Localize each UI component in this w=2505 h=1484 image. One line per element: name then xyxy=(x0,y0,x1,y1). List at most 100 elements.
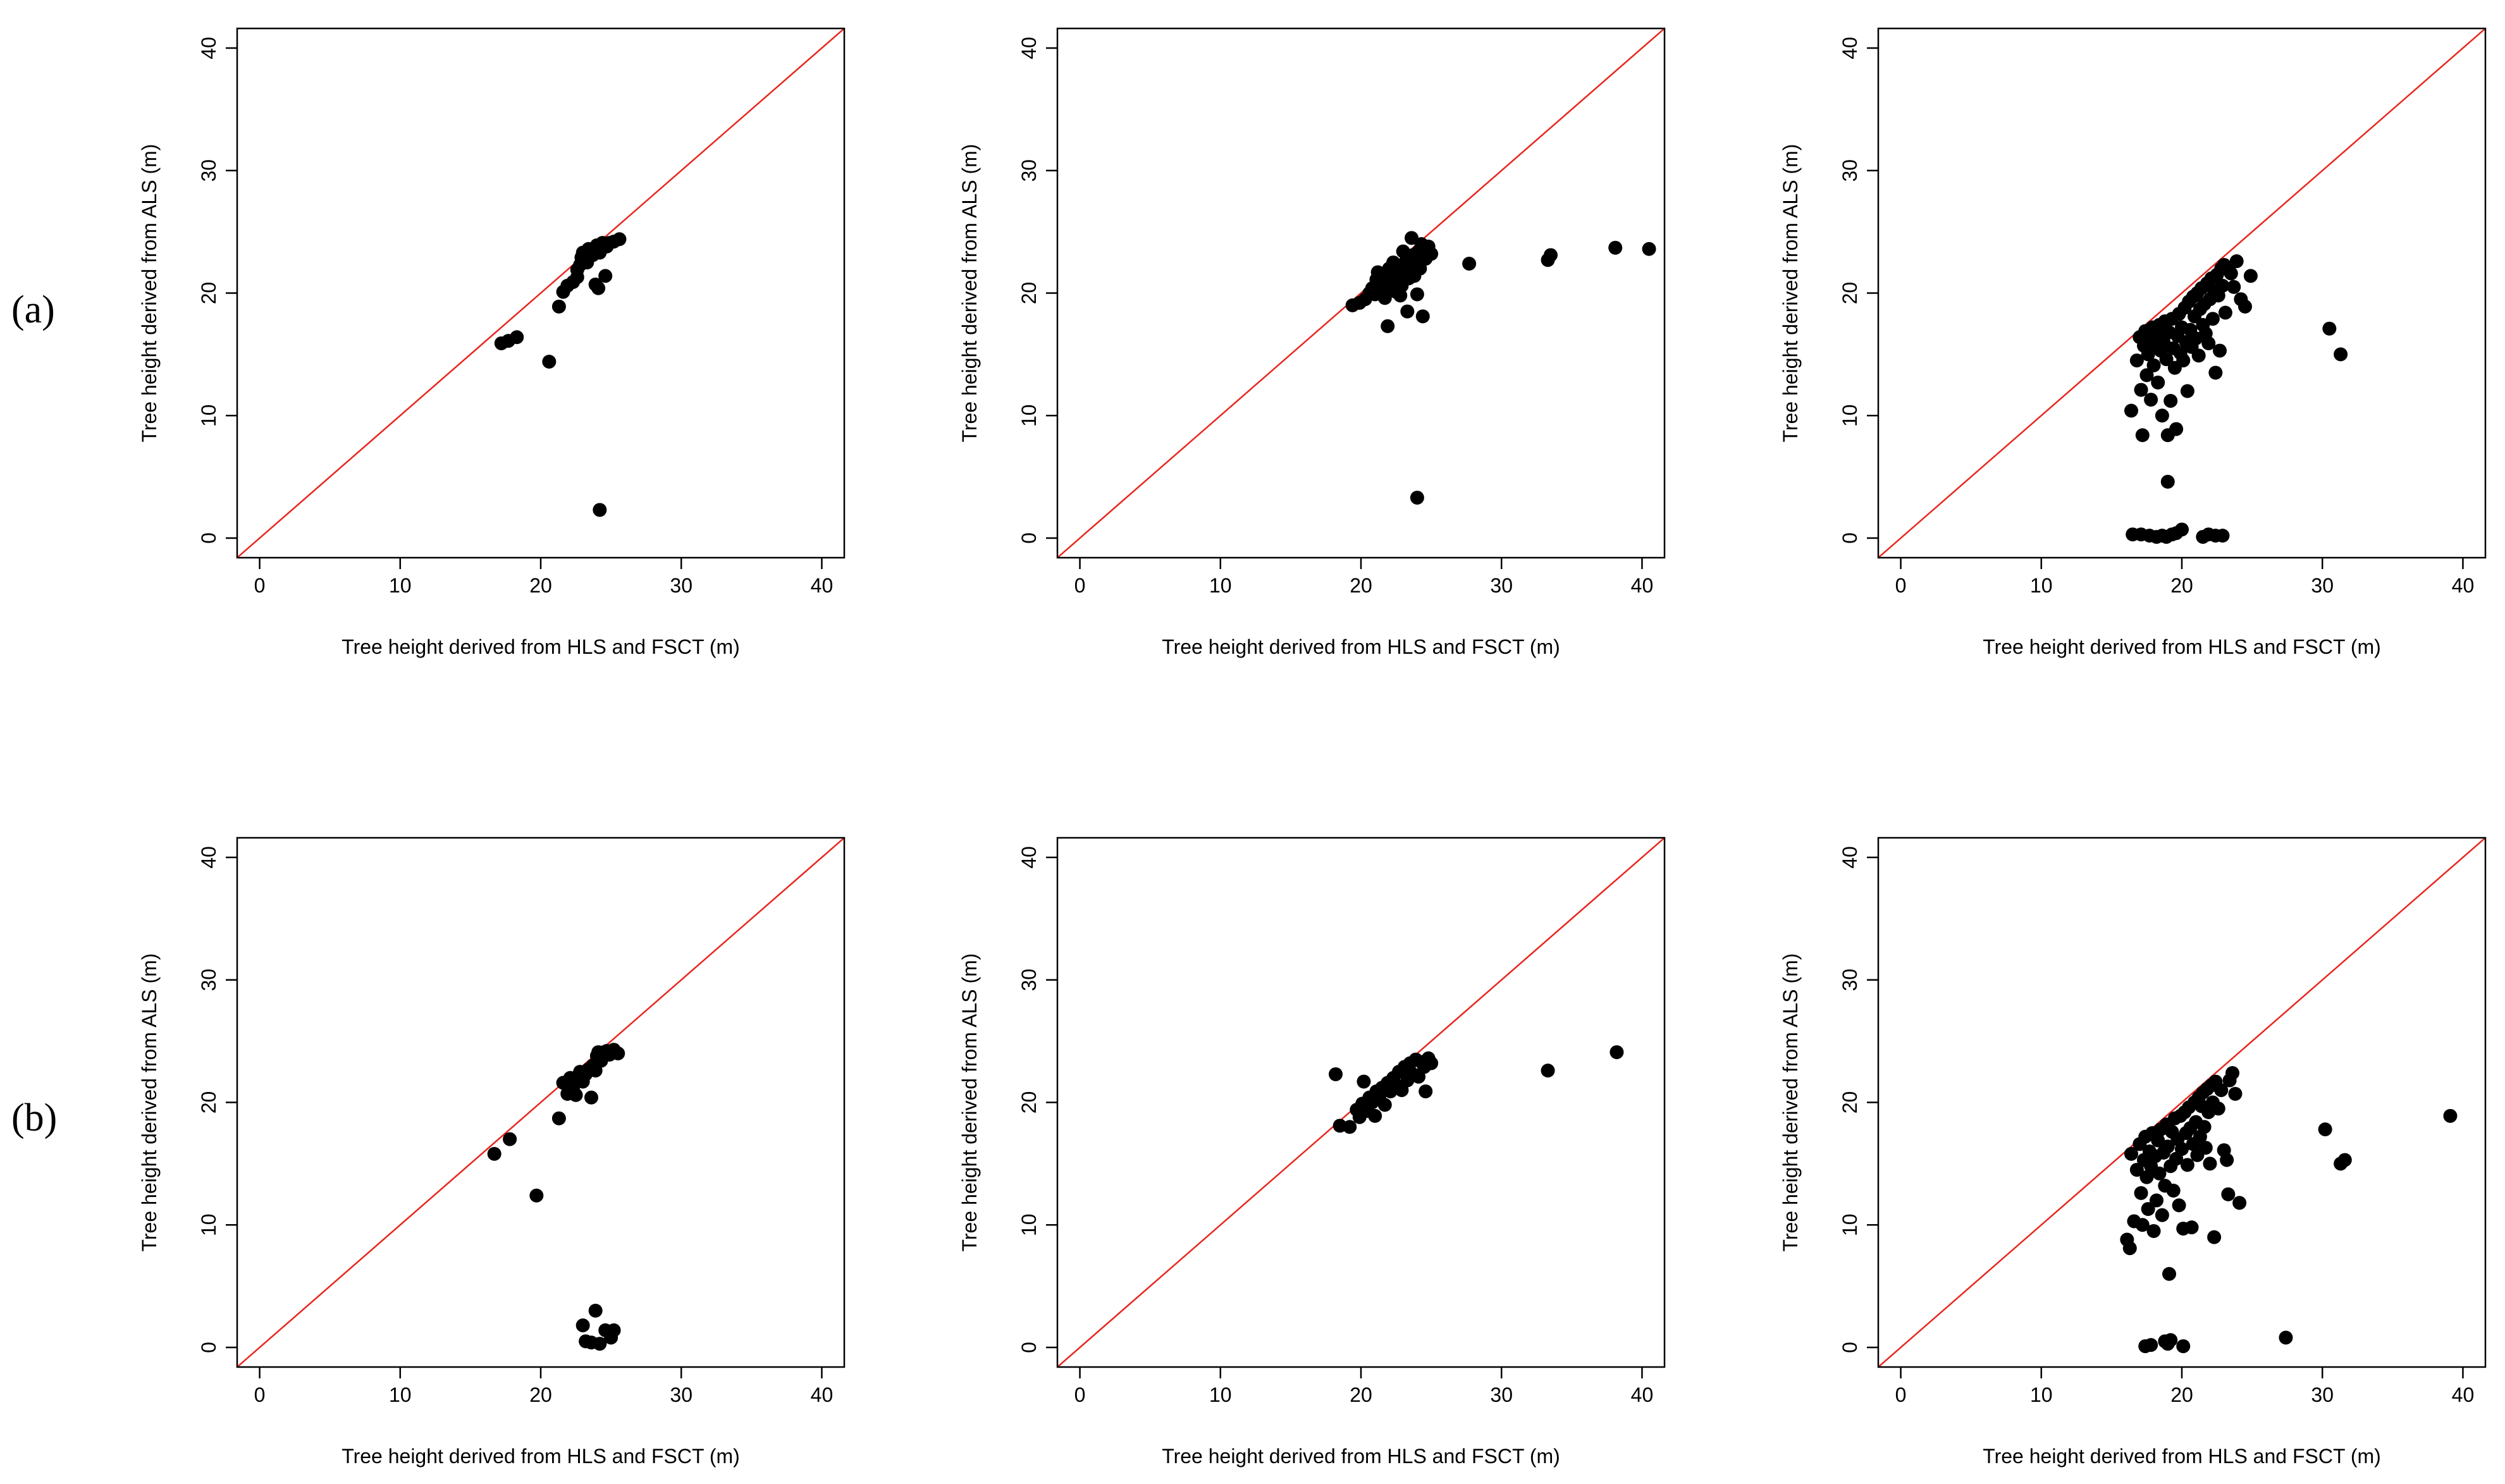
data-point xyxy=(2443,1108,2458,1123)
data-point xyxy=(2152,1166,2167,1180)
scatter-panel-3: 0 10 20 30 40 0 10 20 30 40 Tree height derived fr… xyxy=(1779,27,2487,658)
data-point xyxy=(2215,278,2230,293)
data-point xyxy=(2175,1142,2189,1156)
data-point xyxy=(2225,1066,2239,1080)
data-point xyxy=(569,1088,583,1102)
x-tick-label: 30 xyxy=(2311,574,2334,597)
data-point xyxy=(1368,1108,1382,1123)
data-point xyxy=(2135,428,2150,443)
data-point xyxy=(1424,1056,1439,1070)
y-tick-label: 40 xyxy=(1018,846,1040,869)
data-point xyxy=(2279,1330,2293,1345)
y-tick-label: 40 xyxy=(1838,37,1861,59)
data-point xyxy=(2337,1153,2352,1167)
data-point xyxy=(2124,403,2138,418)
data-point xyxy=(1410,287,1424,302)
data-point xyxy=(1400,304,1415,319)
scatter-panels: 0 10 20 30 40 0 10 20 30 40 Tree height derived fr… xyxy=(138,27,2487,1468)
data-point xyxy=(2175,522,2189,537)
x-tick-label: 20 xyxy=(1350,1383,1372,1406)
data-point xyxy=(2122,1241,2137,1256)
y-tick-label: 20 xyxy=(197,282,220,305)
data-point xyxy=(2238,299,2252,314)
data-point xyxy=(2141,347,2155,362)
data-point xyxy=(1544,248,1558,262)
data-point xyxy=(1541,1064,1555,1078)
y-tick-label: 10 xyxy=(197,1213,220,1236)
x-tick-label: 30 xyxy=(1490,574,1513,597)
x-tick-label: 0 xyxy=(254,574,266,597)
scatter-panel-1: 0 10 20 30 40 0 10 20 30 40 Tree height derived fr… xyxy=(138,27,846,658)
data-point xyxy=(551,1111,566,1125)
x-axis-label: Tree height derived from HLS and FSCT (m… xyxy=(1983,635,2381,658)
x-tick-label: 0 xyxy=(1074,574,1086,597)
data-point xyxy=(2214,1083,2229,1098)
data-point xyxy=(2203,1156,2217,1171)
data-point xyxy=(2228,1086,2243,1101)
data-point xyxy=(2124,1146,2138,1161)
data-point xyxy=(2197,1120,2212,1134)
data-point xyxy=(575,1318,590,1333)
x-tick-label: 0 xyxy=(1074,1383,1086,1406)
x-tick-label: 30 xyxy=(2311,1383,2334,1406)
data-point xyxy=(2146,1223,2161,1238)
data-point xyxy=(2221,1187,2236,1201)
data-point xyxy=(2172,1198,2186,1213)
y-tick-label: 10 xyxy=(1018,404,1040,427)
data-point xyxy=(2163,1333,2178,1347)
x-tick-label: 20 xyxy=(2170,574,2193,597)
x-tick-label: 20 xyxy=(1350,574,1372,597)
data-point xyxy=(1642,242,1656,256)
data-point xyxy=(612,232,627,247)
x-axis-label: Tree height derived from HLS and FSCT (m… xyxy=(1983,1445,2381,1468)
y-tick-label: 20 xyxy=(1018,282,1040,305)
y-tick-label: 20 xyxy=(1838,1091,1861,1114)
x-tick-label: 40 xyxy=(811,1383,834,1406)
y-tick-label: 40 xyxy=(197,37,220,59)
data-point xyxy=(551,299,566,314)
x-tick-label: 10 xyxy=(2030,1383,2053,1406)
y-tick-label: 30 xyxy=(1838,159,1861,182)
data-point xyxy=(2198,1141,2213,1155)
x-tick-label: 10 xyxy=(1209,574,1232,597)
data-point xyxy=(1329,1067,1343,1081)
y-tick-label: 30 xyxy=(197,159,220,182)
y-axis-label: Tree height derived from ALS (m) xyxy=(138,954,161,1252)
y-tick-label: 40 xyxy=(1018,37,1040,59)
x-tick-label: 20 xyxy=(529,574,552,597)
data-point xyxy=(2155,1208,2169,1222)
y-tick-label: 30 xyxy=(1018,969,1040,991)
data-point xyxy=(1608,240,1623,255)
data-point xyxy=(2141,1202,2155,1217)
data-point xyxy=(1424,247,1439,261)
row-label-a: (a) xyxy=(11,288,55,331)
data-point xyxy=(2243,269,2258,283)
data-point xyxy=(1410,491,1424,505)
data-point xyxy=(2191,348,2206,363)
data-point xyxy=(2176,1339,2191,1354)
row-label-b: (b) xyxy=(11,1096,57,1139)
x-tick-label: 10 xyxy=(389,1383,412,1406)
reference-line xyxy=(1878,28,2485,558)
data-point xyxy=(542,355,557,369)
y-axis-label: Tree height derived from ALS (m) xyxy=(958,954,981,1252)
y-tick-label: 30 xyxy=(1018,159,1040,182)
data-point xyxy=(1609,1045,1624,1060)
x-tick-label: 0 xyxy=(254,1383,266,1406)
data-point xyxy=(2134,383,2148,397)
data-point xyxy=(2211,1101,2225,1116)
data-point xyxy=(2139,368,2154,383)
data-point xyxy=(2229,254,2244,269)
data-point xyxy=(2220,1153,2234,1167)
data-point xyxy=(2150,1193,2163,1208)
x-tick-label: 0 xyxy=(1895,574,1907,597)
y-axis-label: Tree height derived from ALS (m) xyxy=(1779,144,1802,443)
data-point xyxy=(2160,1139,2175,1154)
data-point xyxy=(606,1323,621,1337)
data-point xyxy=(2160,474,2175,489)
data-point xyxy=(2135,1218,2150,1232)
data-point xyxy=(2224,266,2238,281)
scatter-panel-2: 0 10 20 30 40 0 10 20 30 40 Tree height derived fr… xyxy=(958,27,1666,658)
data-point xyxy=(1377,1098,1392,1112)
